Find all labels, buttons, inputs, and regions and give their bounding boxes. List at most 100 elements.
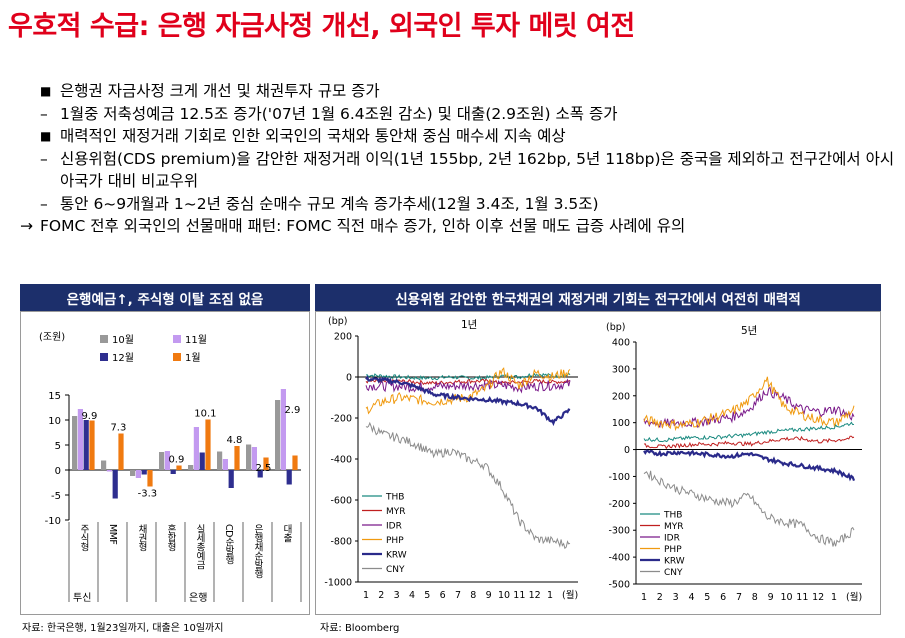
series-line	[643, 376, 855, 432]
y-tick-label: 10	[48, 416, 61, 427]
y-tick-label: 200	[612, 391, 630, 402]
legend-label: 1월	[185, 352, 201, 364]
legend-label: THB	[663, 511, 682, 521]
y-axis-label: (bp)	[606, 322, 625, 333]
bullet-item: – 신용위험(CDS premium)을 감안한 재정거래 이익(1년 155bp…	[40, 148, 898, 193]
x-tick-label: 9	[768, 592, 774, 603]
bullet-marker: ■	[40, 129, 52, 143]
bullet-item: –1월중 저축성예금 12.5조 증가('07년 1월 6.4조원 감소) 및 …	[40, 103, 900, 126]
category-label: 혼합형	[165, 523, 176, 551]
y-axis-label: (조원)	[39, 331, 65, 343]
bullet-text: 매력적인 재정거래 기회로 인한 외국인의 국채와 통안채 중심 매수세 지속 …	[60, 127, 566, 145]
x-tick-label: 12	[812, 592, 824, 603]
x-tick-label: 8	[470, 590, 476, 601]
y-tick-label: 0	[55, 466, 61, 477]
legend-label: MYR	[664, 522, 684, 532]
x-tick-label: 1	[831, 592, 837, 603]
bullet-text: 1월중 저축성예금 12.5조 증가('07년 1월 6.4조원 감소) 및 대…	[60, 104, 618, 123]
y-tick-label: 400	[612, 338, 630, 349]
x-tick-label: 8	[752, 592, 758, 603]
series-line	[365, 378, 571, 386]
bullet-marker: →	[20, 217, 33, 235]
legend-swatch	[173, 353, 181, 361]
bullet-item: – 통안 6~9개월과 1~2년 중심 순매수 규모 계속 증가추세(12월 3.…	[40, 193, 900, 216]
bar	[83, 420, 89, 470]
data-label: 10.1	[194, 409, 216, 420]
x-tick-label: 6	[440, 590, 446, 601]
group-label: 은행	[189, 592, 207, 604]
bar	[77, 409, 83, 470]
y-tick-label: -300	[608, 526, 630, 537]
bar	[292, 455, 298, 470]
bar	[101, 460, 107, 470]
bar	[130, 470, 136, 476]
legend-swatch	[100, 353, 108, 361]
bar	[147, 470, 153, 487]
legend-label: CNY	[664, 568, 683, 578]
y-tick-label: -400	[608, 553, 630, 564]
y-tick-label: 15	[48, 391, 61, 402]
series-line	[643, 421, 855, 443]
data-label: 0.9	[168, 455, 184, 466]
category-label: 은행채순발행	[252, 524, 263, 578]
bar	[246, 444, 252, 470]
y-tick-label: 0	[624, 445, 630, 456]
y-tick-label: -500	[608, 580, 630, 591]
bar	[228, 470, 234, 488]
bullet-marker: ■	[40, 84, 52, 98]
bar	[89, 420, 95, 470]
legend-label: IDR	[664, 534, 680, 544]
series-line	[365, 375, 571, 427]
category-label: MMF	[107, 524, 118, 544]
bar	[263, 457, 269, 470]
data-label: -3.3	[138, 489, 158, 500]
category-label: CD순발행	[223, 524, 234, 564]
bullet-marker: –	[40, 104, 48, 123]
left-panel-header: 은행예금↑, 주식형 이탈 조짐 없음	[20, 284, 310, 311]
data-label: 2.9	[284, 405, 300, 416]
bar	[193, 427, 199, 470]
y-tick-label: 0	[346, 373, 352, 384]
series-line	[365, 367, 571, 415]
x-tick-label: 4	[688, 592, 694, 603]
bullet-item: ■ 매력적인 재정거래 기회로 인한 외국인의 국채와 통안채 중심 매수세 지속…	[40, 125, 900, 148]
legend-swatch	[173, 335, 181, 343]
data-label: 4.8	[226, 435, 242, 446]
bar	[159, 452, 165, 470]
x-tick-label: 12	[529, 590, 541, 601]
bar	[222, 459, 228, 470]
legend-label: PHP	[386, 536, 404, 546]
x-tick-label: 7	[736, 592, 742, 603]
x-axis-label: (월)	[846, 591, 862, 603]
x-axis-label: (월)	[562, 589, 578, 601]
bar	[170, 470, 176, 474]
bar	[135, 470, 141, 478]
series-line	[643, 470, 855, 547]
x-tick-label: 3	[394, 590, 400, 601]
legend-label: PHP	[664, 545, 682, 555]
y-tick-label: -5	[51, 491, 61, 502]
x-tick-label: 5	[704, 592, 710, 603]
bullet-text: 통안 6~9개월과 1~2년 중심 순매수 규모 계속 증가추세(12월 3.4…	[60, 194, 599, 213]
bar	[286, 470, 292, 485]
legend-label: CNY	[386, 565, 405, 575]
group-label: 투신	[73, 592, 91, 604]
bullet-marker: –	[40, 149, 48, 168]
data-label: 2.5	[255, 463, 271, 474]
x-tick-label: 3	[673, 592, 679, 603]
x-tick-label: 9	[486, 590, 492, 601]
series-line	[365, 378, 571, 394]
x-tick-label: 2	[378, 590, 384, 601]
bar	[199, 452, 205, 470]
bar	[164, 451, 170, 470]
bar	[72, 416, 78, 470]
legend-label: THB	[385, 493, 404, 503]
bar	[176, 465, 182, 470]
x-tick-label: 1	[547, 590, 553, 601]
legend-label: 12월	[112, 352, 134, 364]
bullet-item: → FOMC 전후 외국인의 선물매매 패턴: FOMC 직전 매수 증가, 인하…	[20, 215, 880, 238]
x-tick-label: 10	[498, 590, 510, 601]
left-source: 자료: 한국은행, 1월23일까지, 대출은 10일까지	[22, 623, 224, 634]
bullet-text: 신용위험(CDS premium)을 감안한 재정거래 이익(1년 155bp,…	[60, 149, 895, 191]
